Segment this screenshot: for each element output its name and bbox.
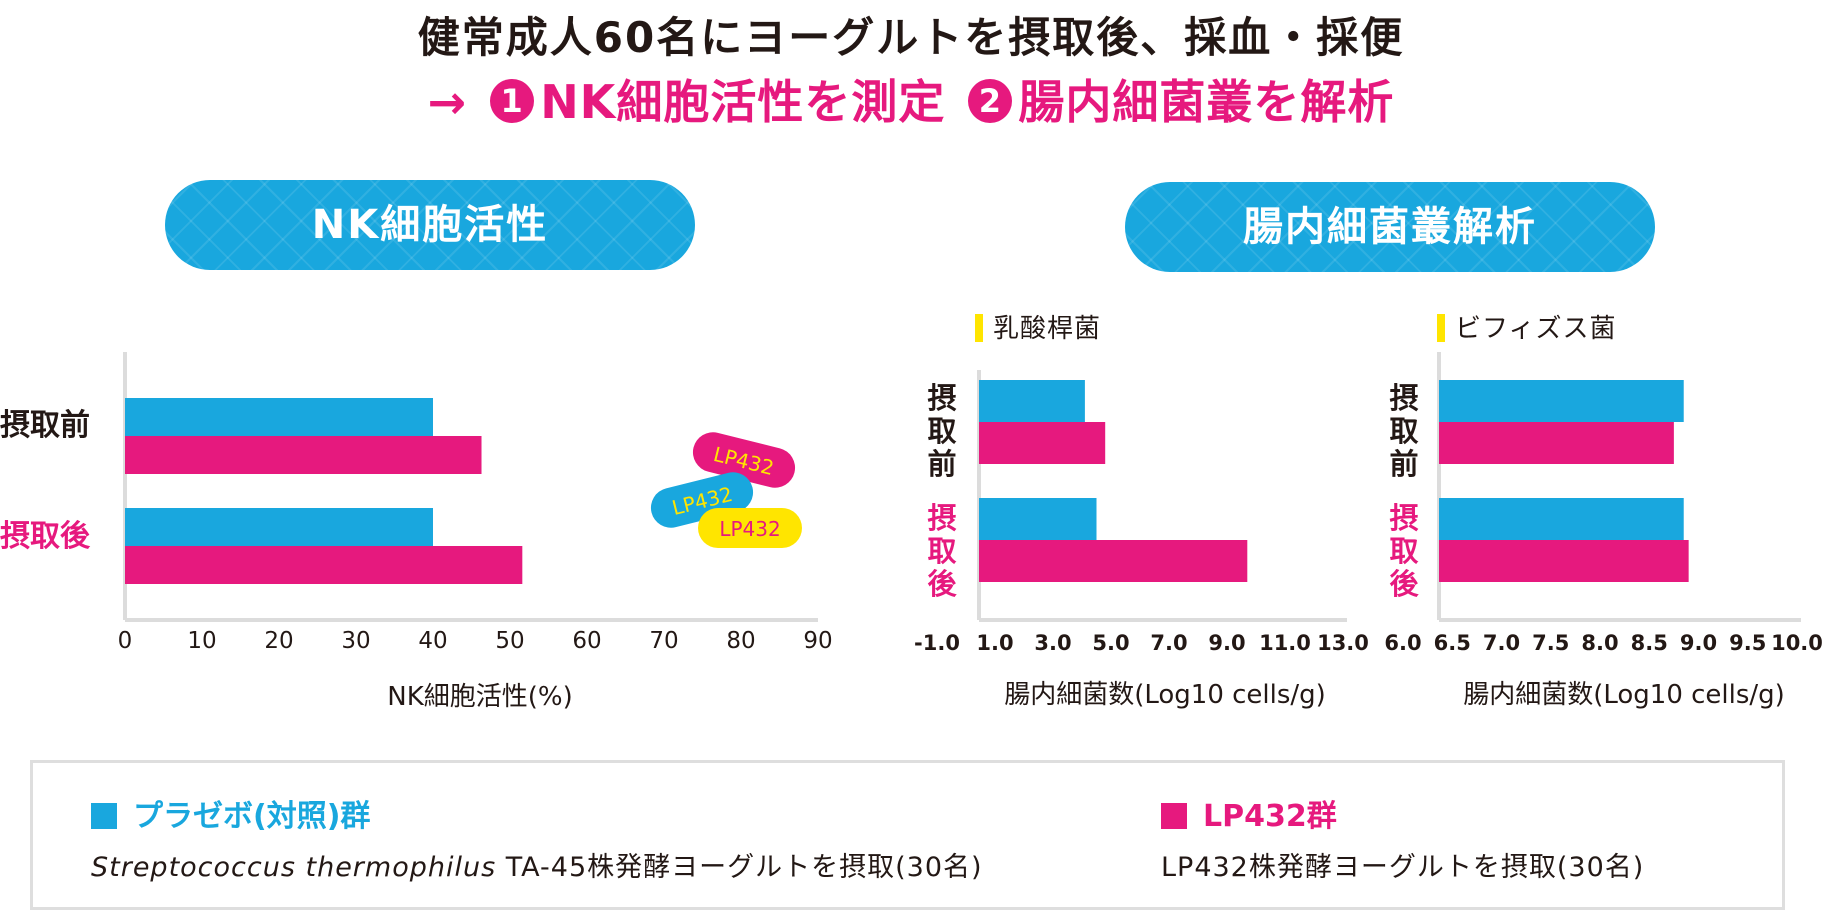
category-label: 摂取前 — [0, 408, 90, 443]
step1-text: NK細胞活性を測定 — [540, 75, 946, 129]
legend-placebo-text: TA-45株発酵ヨーグルトを摂取(30名) — [496, 852, 983, 883]
legend-placebo-title: プラゼボ(対照)群 — [133, 799, 371, 834]
legend-placebo-species: Streptococcus thermophilus — [91, 852, 497, 883]
category-label-char: 摂 — [927, 501, 956, 535]
bar-lp432-before — [125, 436, 482, 474]
legend-placebo-desc: Streptococcus thermophilus TA-45株発酵ヨーグルト… — [91, 845, 983, 884]
lacto-heading-label: 乳酸桿菌 — [993, 314, 1102, 344]
bar-placebo-after — [979, 498, 1097, 540]
arrow-icon: → — [427, 75, 468, 129]
bar-lp432-before — [979, 422, 1106, 464]
legend-lp432-title: LP432群 — [1203, 799, 1337, 834]
step2-text: 腸内細菌叢を解析 — [1018, 75, 1395, 129]
category-label-char: 取 — [927, 414, 956, 448]
bar-placebo-before — [125, 398, 433, 436]
x-axis-label: 腸内細菌数(Log10 cells/g) — [1463, 680, 1785, 710]
x-tick-label: 8.5 — [1631, 631, 1668, 655]
capsule-body — [698, 508, 802, 548]
gut-section-title: 腸内細菌叢解析 — [1125, 182, 1655, 272]
legend-lp432: LP432群 — [1161, 791, 1337, 835]
x-tick-label: 50 — [495, 628, 524, 654]
lacto-heading: 乳酸桿菌 — [975, 308, 1101, 345]
x-tick-label: 9.0 — [1208, 631, 1245, 655]
legend-box: プラゼボ(対照)群 Streptococcus thermophilus TA-… — [30, 760, 1785, 910]
bar-placebo-after — [1439, 498, 1684, 540]
x-tick-label: 7.5 — [1532, 631, 1569, 655]
bifido-heading-label: ビフィズス菌 — [1455, 314, 1617, 344]
category-label-char: 摂 — [1389, 501, 1418, 535]
x-tick-label: 9.0 — [1680, 631, 1717, 655]
x-tick-label: 40 — [418, 628, 447, 654]
capsule-icon: LP432 — [698, 508, 802, 548]
bar-placebo-before — [979, 380, 1085, 422]
x-tick-label: 80 — [726, 628, 755, 654]
x-tick-label: 7.0 — [1483, 631, 1520, 655]
x-tick-label: 8.0 — [1581, 631, 1618, 655]
x-tick-label: 60 — [572, 628, 601, 654]
x-tick-label: 10 — [187, 628, 216, 654]
x-tick-label: 70 — [649, 628, 678, 654]
yellow-marker-icon — [975, 314, 983, 342]
x-axis-label: NK細胞活性(%) — [387, 682, 573, 712]
x-tick-label: 90 — [803, 628, 832, 654]
x-tick-label: 30 — [341, 628, 370, 654]
bar-lp432-before — [1439, 422, 1674, 464]
category-label: 摂取後 — [0, 519, 91, 554]
x-tick-label: 3.0 — [1034, 631, 1071, 655]
category-label-char: 取 — [927, 534, 956, 568]
capsule-label: LP432 — [719, 517, 780, 541]
x-tick-label: 6.0 — [1384, 631, 1421, 655]
x-tick-label: 10.0 — [1771, 631, 1822, 655]
bar-lp432-after — [125, 546, 523, 584]
category-label-char: 前 — [927, 447, 956, 481]
bar-placebo-after — [125, 508, 433, 546]
x-tick-label: 9.5 — [1729, 631, 1766, 655]
headline-study: 健常成人60名にヨーグルトを摂取後、採血・採便 — [417, 13, 1405, 62]
placebo-square-icon — [91, 803, 117, 829]
x-tick-label: -1.0 — [914, 631, 960, 655]
bar-placebo-before — [1439, 380, 1684, 422]
bar-lp432-after — [1439, 540, 1689, 582]
headline-steps: → 1 NK細胞活性を測定 2 腸内細菌叢を解析 — [0, 66, 1822, 132]
x-tick-label: 20 — [264, 628, 293, 654]
x-tick-label: 7.0 — [1150, 631, 1187, 655]
yellow-marker-icon — [1437, 314, 1445, 342]
x-tick-label: 1.0 — [976, 631, 1013, 655]
x-tick-label: 11.0 — [1259, 631, 1311, 655]
legend-lp432-desc: LP432株発酵ヨーグルトを摂取(30名) — [1161, 852, 1645, 883]
x-tick-label: 13.0 — [1317, 631, 1369, 655]
nk-section-title: NK細胞活性 — [165, 180, 695, 270]
x-tick-label: 0 — [118, 628, 133, 654]
x-axis-label: 腸内細菌数(Log10 cells/g) — [1004, 680, 1326, 710]
lp432-square-icon — [1161, 803, 1187, 829]
step1-number: 1 — [490, 79, 535, 123]
x-tick-label: 6.5 — [1434, 631, 1471, 655]
category-label-char: 後 — [927, 567, 957, 601]
category-label-char: 摂 — [927, 381, 956, 415]
category-label-char: 後 — [1389, 567, 1419, 601]
capsule-body — [692, 432, 796, 488]
category-label-char: 取 — [1389, 414, 1418, 448]
x-tick-label: 5.0 — [1092, 631, 1129, 655]
bifido-heading: ビフィズス菌 — [1437, 308, 1616, 345]
category-label-char: 摂 — [1389, 381, 1418, 415]
legend-placebo: プラゼボ(対照)群 — [91, 791, 370, 835]
category-label-char: 取 — [1389, 534, 1418, 568]
bar-lp432-after — [979, 540, 1248, 582]
step2-number: 2 — [968, 79, 1013, 123]
capsule-icon: LP432 — [692, 432, 796, 488]
category-label-char: 前 — [1389, 447, 1418, 481]
